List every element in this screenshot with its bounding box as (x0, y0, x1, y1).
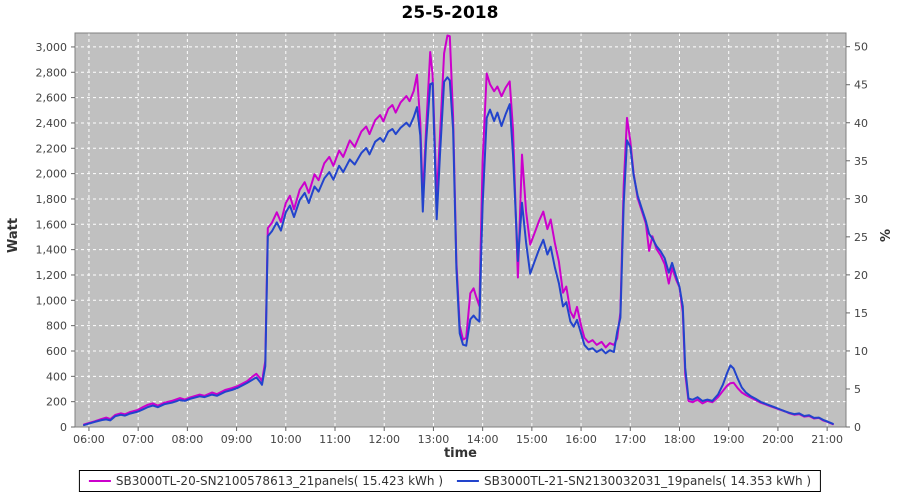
svg-text:2,800: 2,800 (36, 66, 68, 79)
svg-text:10:00: 10:00 (270, 433, 302, 446)
svg-text:1,800: 1,800 (36, 193, 68, 206)
svg-text:45: 45 (854, 79, 868, 92)
svg-text:2,000: 2,000 (36, 168, 68, 181)
legend-item-inverter-21: SB3000TL-21-SN2130032031_19panels( 14.35… (457, 474, 811, 488)
tick-labels: 06:00 07:00 08:00 09:00 10:00 11:00 12:00 13:00… (36, 41, 869, 446)
svg-text:11:00: 11:00 (319, 433, 351, 446)
svg-text:35: 35 (854, 155, 868, 168)
series-line-blue (83, 76, 834, 427)
plot-area (75, 33, 846, 427)
x-axis-label-time: time (443, 446, 478, 461)
svg-text:21:00: 21:00 (811, 433, 843, 446)
svg-text:30: 30 (854, 193, 868, 206)
svg-text:13:00: 13:00 (418, 433, 450, 446)
svg-text:1,400: 1,400 (36, 244, 68, 257)
svg-text:15: 15 (854, 307, 868, 320)
svg-text:20:00: 20:00 (762, 433, 794, 446)
svg-text:14:00: 14:00 (467, 433, 499, 446)
svg-text:800: 800 (46, 320, 67, 333)
svg-text:16:00: 16:00 (565, 433, 597, 446)
legend-item-inverter-20: SB3000TL-20-SN2100578613_21panels( 15.42… (88, 474, 443, 488)
svg-text:2,400: 2,400 (36, 117, 68, 130)
svg-text:40: 40 (854, 117, 868, 130)
svg-text:200: 200 (46, 396, 67, 409)
y-axis-label-watt: Watt (6, 217, 21, 253)
svg-text:1,000: 1,000 (36, 294, 68, 307)
series-0-label: SB3000TL-20-SN2100578613_21panels( 15.42… (115, 474, 443, 488)
svg-text:50: 50 (854, 41, 868, 54)
svg-text:2,600: 2,600 (36, 92, 68, 105)
svg-text:400: 400 (46, 370, 67, 383)
gridlines (75, 33, 846, 427)
plot-border (74, 32, 847, 428)
series-line-magenta (83, 34, 834, 426)
svg-text:0: 0 (854, 421, 861, 434)
svg-text:18:00: 18:00 (664, 433, 696, 446)
svg-text:20: 20 (854, 269, 868, 282)
svg-text:07:00: 07:00 (122, 433, 154, 446)
svg-text:600: 600 (46, 345, 67, 358)
svg-text:17:00: 17:00 (614, 433, 646, 446)
legend: SB3000TL-20-SN2100578613_21panels( 15.42… (78, 470, 822, 492)
svg-text:1,200: 1,200 (36, 269, 68, 282)
svg-text:5: 5 (854, 383, 861, 396)
svg-text:0: 0 (60, 421, 67, 434)
series-0-line-swatch (88, 480, 111, 482)
series-1-line-swatch (457, 480, 479, 482)
y-axis-label-percent: % (879, 228, 894, 242)
svg-text:10: 10 (854, 345, 868, 358)
svg-text:1,600: 1,600 (36, 218, 68, 231)
svg-text:15:00: 15:00 (516, 433, 548, 446)
svg-text:25: 25 (854, 231, 868, 244)
line-chart-plot: 06:00 07:00 08:00 09:00 10:00 11:00 12:00 13:00… (36, 32, 869, 446)
svg-text:3,000: 3,000 (36, 41, 68, 54)
svg-text:12:00: 12:00 (368, 433, 400, 446)
axis-ticks (71, 46, 850, 431)
series-1-label: SB3000TL-21-SN2130032031_19panels( 14.35… (484, 474, 812, 488)
svg-text:19:00: 19:00 (713, 433, 745, 446)
svg-text:09:00: 09:00 (221, 433, 253, 446)
svg-text:2,200: 2,200 (36, 142, 68, 155)
svg-text:06:00: 06:00 (73, 433, 105, 446)
chart-title: 25-5-2018 (401, 3, 499, 23)
svg-text:08:00: 08:00 (172, 433, 204, 446)
